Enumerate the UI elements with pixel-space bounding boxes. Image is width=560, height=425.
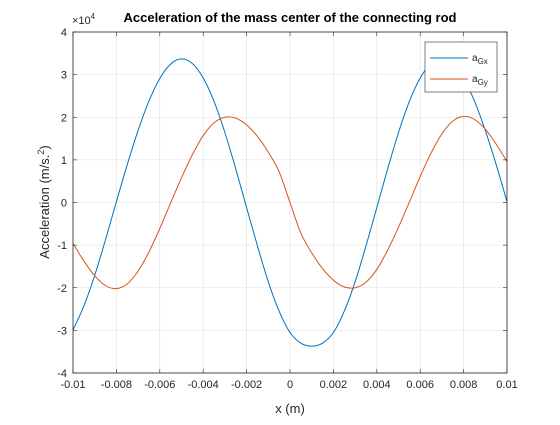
- x-tick-label: -0.004: [188, 379, 219, 391]
- x-axis-label: x (m): [275, 401, 305, 416]
- ticks: [72, 31, 508, 374]
- legend-label-gx: aGx: [472, 53, 488, 66]
- chart-title: Acceleration of the mass center of the c…: [123, 10, 456, 25]
- x-tick-label: 0.008: [450, 379, 478, 391]
- y-tick-label: 0: [61, 198, 67, 210]
- legend-subscript-gx: Gx: [478, 57, 488, 66]
- y-exponent-power: 4: [91, 12, 96, 21]
- x-tick-label: 0: [287, 379, 293, 391]
- x-tick-label: 0.002: [320, 379, 348, 391]
- y-tick-label: 3: [61, 70, 67, 82]
- x-tick-label: -0.006: [144, 379, 175, 391]
- legend: aGx aGy: [424, 41, 498, 93]
- y-tick-label: 1: [61, 155, 67, 167]
- y-exponent-base: ×10: [72, 15, 91, 27]
- x-tick-label: -0.008: [101, 379, 132, 391]
- y-tick-label: -4: [57, 368, 67, 380]
- legend-box: [424, 41, 498, 93]
- legend-name-gx: a: [472, 53, 478, 64]
- legend-label-gy: aGy: [472, 74, 488, 87]
- series-line-gy: [72, 115, 508, 290]
- x-tick-label: 0.01: [496, 379, 517, 391]
- y-axis-label-superscript: 2: [36, 150, 46, 155]
- x-tick-label: -0.002: [231, 379, 262, 391]
- x-tick-label: 0.004: [363, 379, 391, 391]
- y-tick-label: 4: [61, 27, 67, 39]
- y-tick-label: -2: [57, 283, 67, 295]
- tick-labels: -0.01 -0.008 -0.006 -0.004 -0.002 0 0.002 0.004…: [57, 27, 517, 391]
- y-axis-label-text: Acceleration (m/s.: [37, 155, 52, 259]
- x-tick-label: 0.006: [406, 379, 434, 391]
- y-axis-label: Acceleration (m/s.2): [36, 145, 52, 258]
- legend-name-gy: a: [472, 74, 478, 85]
- y-tick-label: -1: [57, 240, 67, 252]
- y-axis-label-suffix: ): [37, 145, 52, 149]
- y-exponent-label: ×104: [72, 12, 96, 27]
- y-tick-label: -3: [57, 325, 67, 337]
- y-tick-label: 2: [61, 112, 67, 124]
- legend-subscript-gy: Gy: [478, 78, 488, 87]
- x-tick-label: -0.01: [60, 379, 85, 391]
